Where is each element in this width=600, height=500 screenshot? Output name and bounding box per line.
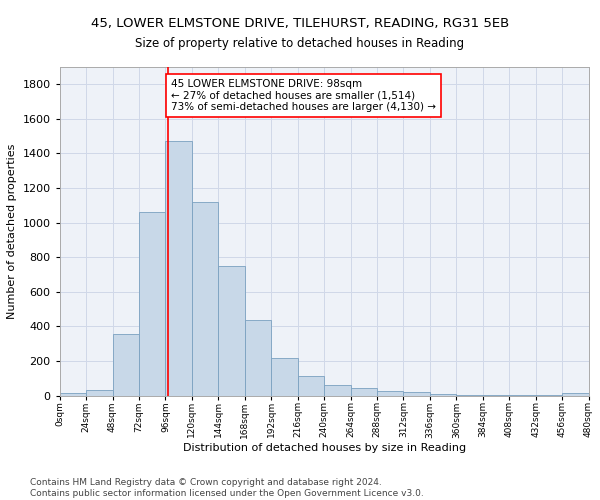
Text: Contains HM Land Registry data © Crown copyright and database right 2024.
Contai: Contains HM Land Registry data © Crown c…: [30, 478, 424, 498]
Bar: [139, 212, 166, 396]
Bar: [113, 334, 139, 396]
Text: 45 LOWER ELMSTONE DRIVE: 98sqm
← 27% of detached houses are smaller (1,514)
73% : 45 LOWER ELMSTONE DRIVE: 98sqm ← 27% of …: [171, 79, 436, 112]
Bar: [350, 388, 377, 396]
Bar: [192, 202, 218, 396]
Bar: [377, 391, 403, 396]
Bar: [536, 394, 562, 396]
Bar: [430, 394, 457, 396]
Bar: [86, 390, 113, 396]
Bar: [457, 394, 483, 396]
Bar: [218, 266, 245, 396]
Bar: [483, 394, 509, 396]
Bar: [562, 393, 589, 396]
Bar: [324, 385, 350, 396]
Bar: [509, 394, 536, 396]
Bar: [245, 320, 271, 396]
Text: Size of property relative to detached houses in Reading: Size of property relative to detached ho…: [136, 38, 464, 51]
Bar: [166, 142, 192, 396]
Bar: [298, 376, 324, 396]
Bar: [271, 358, 298, 396]
X-axis label: Distribution of detached houses by size in Reading: Distribution of detached houses by size …: [182, 443, 466, 453]
Y-axis label: Number of detached properties: Number of detached properties: [7, 144, 17, 319]
Bar: [403, 392, 430, 396]
Text: 45, LOWER ELMSTONE DRIVE, TILEHURST, READING, RG31 5EB: 45, LOWER ELMSTONE DRIVE, TILEHURST, REA…: [91, 18, 509, 30]
Bar: [59, 393, 86, 396]
